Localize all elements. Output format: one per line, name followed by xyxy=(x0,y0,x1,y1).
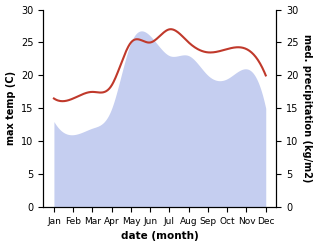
Y-axis label: max temp (C): max temp (C) xyxy=(5,71,16,145)
X-axis label: date (month): date (month) xyxy=(121,231,199,242)
Y-axis label: med. precipitation (kg/m2): med. precipitation (kg/m2) xyxy=(302,34,313,183)
